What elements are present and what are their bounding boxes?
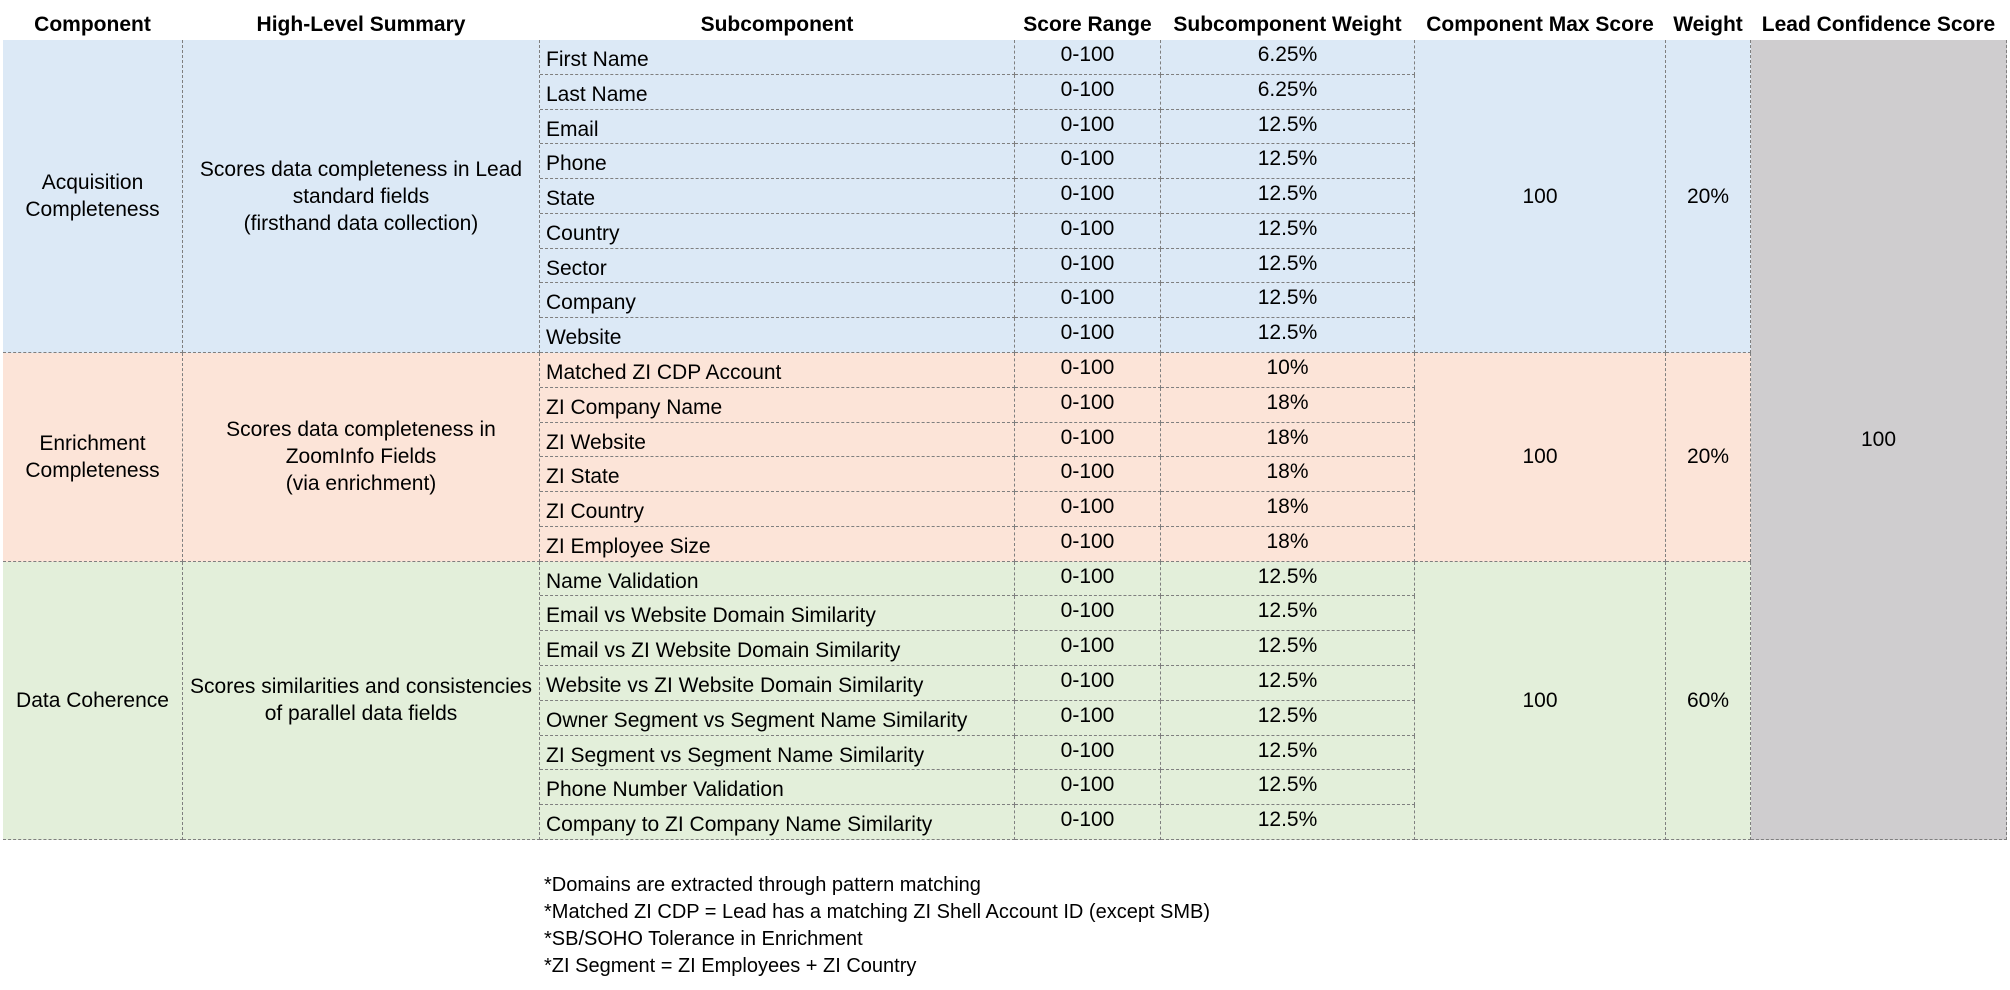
- score-range: 0-100: [1015, 631, 1161, 667]
- subcomponent-name: Website: [540, 318, 1015, 353]
- subcomponent-weight: 12.5%: [1161, 109, 1415, 145]
- subcomponent-name: ZI Employee Size: [540, 526, 1015, 562]
- subcomponent-weight: 12.5%: [1161, 770, 1415, 806]
- header-score-range: Score Range: [1023, 13, 1152, 36]
- subcomponent-name: Phone Number Validation: [540, 770, 1015, 806]
- subcomponent-name: Last Name: [540, 74, 1015, 110]
- subcomponent-name: Company to ZI Company Name Similarity: [540, 805, 1015, 840]
- subcomponent-name: ZI Country: [540, 492, 1015, 527]
- subcomponent-weight: 12.5%: [1161, 666, 1415, 701]
- header-component-max-score: Component Max Score: [1426, 13, 1654, 36]
- subcomponent-name: Owner Segment vs Segment Name Similarity: [540, 700, 1015, 736]
- footnote: *SB/SOHO Tolerance in Enrichment: [544, 928, 863, 950]
- footnotes: *Domains are extracted through pattern m…: [544, 872, 1210, 980]
- score-range: 0-100: [1015, 422, 1161, 458]
- score-range: 0-100: [1015, 213, 1161, 249]
- score-range: 0-100: [1015, 596, 1161, 632]
- subcomponent-name: Email: [540, 109, 1015, 145]
- subcomponent-name: Website vs ZI Website Domain Similarity: [540, 666, 1015, 701]
- score-range: 0-100: [1015, 144, 1161, 180]
- score-range: 0-100: [1015, 179, 1161, 214]
- score-range: 0-100: [1015, 457, 1161, 493]
- component-max-score: 100: [1415, 40, 1666, 354]
- subcomponent-name: State: [540, 179, 1015, 214]
- subcomponent-weight: 12.5%: [1161, 700, 1415, 736]
- header-subcomponent-weight: Subcomponent Weight: [1173, 13, 1402, 36]
- score-range: 0-100: [1015, 666, 1161, 701]
- subcomponent-weight: 12.5%: [1161, 248, 1415, 284]
- subcomponent-name: ZI Website: [540, 422, 1015, 458]
- score-range: 0-100: [1015, 805, 1161, 840]
- score-range: 0-100: [1015, 283, 1161, 319]
- subcomponent-name: Email vs ZI Website Domain Similarity: [540, 631, 1015, 667]
- component-summary: Scores data completeness in Lead standar…: [183, 40, 540, 354]
- subcomponent-weight: 12.5%: [1161, 179, 1415, 214]
- subcomponent-weight: 12.5%: [1161, 213, 1415, 249]
- score-range: 0-100: [1015, 40, 1161, 75]
- header-lead-confidence-score: Lead Confidence Score: [1761, 13, 1996, 36]
- header-component: Component: [34, 13, 151, 36]
- subcomponent-name: ZI Company Name: [540, 387, 1015, 423]
- score-range: 0-100: [1015, 526, 1161, 562]
- subcomponent-weight: 12.5%: [1161, 144, 1415, 180]
- component-name: Enrichment Completeness: [3, 353, 183, 562]
- score-range: 0-100: [1015, 735, 1161, 771]
- footnote: *Matched ZI CDP = Lead has a matching ZI…: [544, 901, 1211, 923]
- component-max-score: 100: [1415, 353, 1666, 562]
- subcomponent-weight: 12.5%: [1161, 596, 1415, 632]
- subcomponent-name: Company: [540, 283, 1015, 319]
- header-weight: Weight: [1673, 13, 1743, 36]
- subcomponent-weight: 12.5%: [1161, 631, 1415, 667]
- subcomponent-name: ZI Segment vs Segment Name Similarity: [540, 735, 1015, 771]
- subcomponent-weight: 12.5%: [1161, 318, 1415, 353]
- subcomponent-weight: 18%: [1161, 492, 1415, 527]
- component-name: Acquisition Completeness: [3, 40, 183, 354]
- score-range: 0-100: [1015, 492, 1161, 527]
- score-range: 0-100: [1015, 318, 1161, 353]
- subcomponent-weight: 18%: [1161, 526, 1415, 562]
- score-range: 0-100: [1015, 109, 1161, 145]
- subcomponent-weight: 6.25%: [1161, 74, 1415, 110]
- subcomponent-weight: 18%: [1161, 387, 1415, 423]
- subcomponent-name: Phone: [540, 144, 1015, 180]
- component-name: Data Coherence: [3, 561, 183, 840]
- subcomponent-weight: 12.5%: [1161, 735, 1415, 771]
- header-summary: High-Level Summary: [256, 13, 466, 36]
- footnote: *ZI Segment = ZI Employees + ZI Country: [544, 955, 917, 977]
- subcomponent-name: ZI State: [540, 457, 1015, 493]
- score-range: 0-100: [1015, 353, 1161, 388]
- subcomponent-weight: 18%: [1161, 457, 1415, 493]
- subcomponent-weight: 10%: [1161, 353, 1415, 388]
- component-weight: 60%: [1666, 561, 1751, 840]
- subcomponent-name: First Name: [540, 40, 1015, 75]
- subcomponent-weight: 12.5%: [1161, 561, 1415, 597]
- subcomponent-name: Email vs Website Domain Similarity: [540, 596, 1015, 632]
- subcomponent-weight: 12.5%: [1161, 805, 1415, 840]
- subcomponent-name: Matched ZI CDP Account: [540, 353, 1015, 388]
- subcomponent-weight: 6.25%: [1161, 40, 1415, 75]
- subcomponent-weight: 12.5%: [1161, 283, 1415, 319]
- component-max-score: 100: [1415, 561, 1666, 840]
- score-range: 0-100: [1015, 248, 1161, 284]
- score-range: 0-100: [1015, 770, 1161, 806]
- lead-confidence-score: 100: [1751, 40, 2007, 840]
- header-subcomponent: Subcomponent: [700, 13, 854, 36]
- component-summary: Scores data completeness in ZoomInfo Fie…: [183, 353, 540, 562]
- score-range: 0-100: [1015, 74, 1161, 110]
- component-weight: 20%: [1666, 40, 1751, 354]
- subcomponent-name: Name Validation: [540, 561, 1015, 597]
- score-range: 0-100: [1015, 387, 1161, 423]
- subcomponent-name: Country: [540, 213, 1015, 249]
- score-range: 0-100: [1015, 561, 1161, 597]
- subcomponent-name: Sector: [540, 248, 1015, 284]
- component-summary: Scores similarities and consistencies of…: [183, 561, 540, 840]
- score-range: 0-100: [1015, 700, 1161, 736]
- subcomponent-weight: 18%: [1161, 422, 1415, 458]
- footnote: *Domains are extracted through pattern m…: [544, 874, 981, 896]
- component-weight: 20%: [1666, 353, 1751, 562]
